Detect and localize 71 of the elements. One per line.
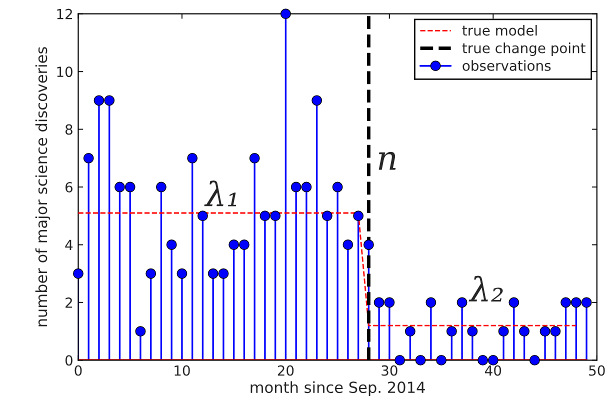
annotation: λ₂ [468, 276, 503, 302]
y-tick-label: 6 [66, 182, 72, 192]
point [488, 354, 498, 366]
annotation: n [378, 152, 396, 170]
point [415, 354, 426, 366]
point [249, 152, 260, 164]
point [384, 297, 395, 308]
point [280, 8, 291, 20]
point [426, 297, 436, 308]
point [146, 268, 156, 279]
point [529, 354, 540, 366]
point [104, 95, 115, 106]
legend-label: true change point [462, 42, 586, 56]
y-axis-title: number of major science discoveries [35, 47, 50, 326]
x-tick-label: 10 [174, 365, 190, 376]
x-axis-title: month since Sep. 2014 [250, 381, 425, 396]
point [238, 240, 250, 250]
point [218, 268, 229, 279]
point [176, 268, 188, 279]
x-tick-label: 50 [589, 365, 605, 376]
point [436, 354, 447, 366]
x-tick-label: 40 [485, 365, 502, 376]
annotation: λ₁ [204, 180, 236, 206]
point [404, 326, 416, 337]
point [478, 354, 488, 366]
point [322, 210, 332, 222]
point [456, 297, 468, 308]
point [374, 297, 384, 308]
point [94, 95, 104, 106]
point [353, 210, 364, 222]
y-tick-label: 12 [57, 8, 72, 20]
y-tick-label: 4 [65, 240, 73, 250]
point [467, 326, 478, 337]
point [519, 326, 530, 337]
point [156, 182, 166, 192]
point [270, 210, 281, 222]
x-tick-label: 20 [278, 365, 294, 376]
point [135, 326, 146, 337]
point [260, 210, 270, 222]
point [446, 326, 457, 337]
point [581, 297, 592, 308]
point [83, 152, 94, 164]
y-tick-label: 8 [65, 124, 72, 135]
point [208, 268, 218, 279]
point [124, 182, 136, 192]
x-tick-label: 0 [74, 365, 82, 376]
point [312, 95, 322, 106]
point [540, 326, 550, 337]
point [73, 268, 84, 279]
point [228, 240, 240, 250]
point [508, 297, 520, 308]
point [498, 326, 509, 337]
legend-label: observations [462, 60, 551, 71]
point [301, 182, 312, 192]
y-tick-label: 10 [57, 66, 72, 78]
y-tick-label: 2 [66, 297, 72, 308]
point [570, 297, 582, 308]
point [342, 240, 354, 250]
point [394, 354, 406, 366]
point [560, 297, 571, 308]
point [550, 326, 561, 337]
x-tick-label: 30 [382, 365, 398, 376]
point [332, 182, 343, 192]
y-tick-label: 0 [65, 355, 72, 366]
point [363, 240, 374, 250]
point [114, 182, 125, 192]
point [290, 182, 302, 192]
legend-label: true model [462, 24, 537, 36]
point [166, 240, 177, 250]
point [198, 210, 208, 222]
point [187, 152, 198, 164]
